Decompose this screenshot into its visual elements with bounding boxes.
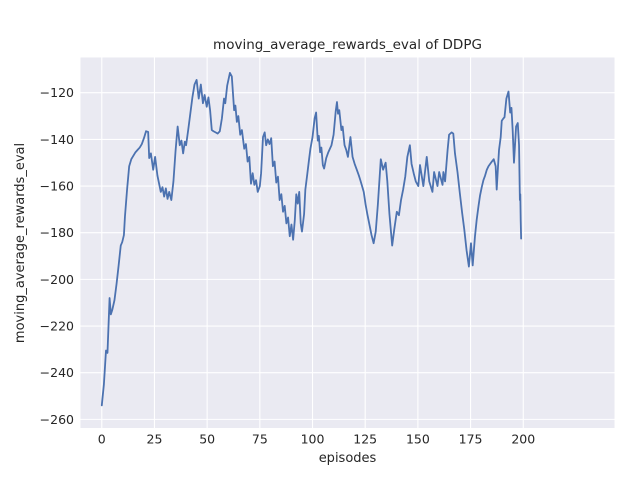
x-axis-tick-labels: 0 25 50 75 100 125 150 175 200: [98, 432, 535, 447]
x-tick-label: 150: [406, 432, 430, 447]
y-tick-label: −120: [40, 85, 74, 100]
x-tick-label: 175: [459, 432, 483, 447]
data-line: [100, 72, 523, 407]
x-axis-label: episodes: [319, 451, 377, 466]
y-tick-label: −200: [40, 272, 74, 287]
gridlines: [80, 57, 615, 428]
x-tick-label: 75: [252, 432, 268, 447]
x-tick-label: 200: [511, 432, 535, 447]
axes-background: [80, 57, 615, 428]
x-tick-label: 50: [199, 432, 215, 447]
y-tick-label: −220: [40, 319, 74, 334]
y-tick-label: −260: [40, 412, 74, 427]
data-line-group: [100, 72, 523, 407]
y-tick-label: −140: [40, 132, 74, 147]
y-tick-label: −180: [40, 225, 74, 240]
y-axis-tick-labels: −260 −240 −220 −200 −180 −160 −140 −120: [40, 85, 74, 427]
chart-title: moving_average_rewards_eval of DDPG: [213, 37, 482, 53]
y-tick-label: −160: [40, 179, 74, 194]
x-tick-label: 100: [301, 432, 325, 447]
x-tick-label: 0: [98, 432, 106, 447]
x-tick-label: 125: [353, 432, 377, 447]
x-tick-label: 25: [147, 432, 163, 447]
y-tick-label: −240: [40, 365, 74, 380]
y-axis-label: moving_average_rewards_eval: [13, 143, 28, 343]
